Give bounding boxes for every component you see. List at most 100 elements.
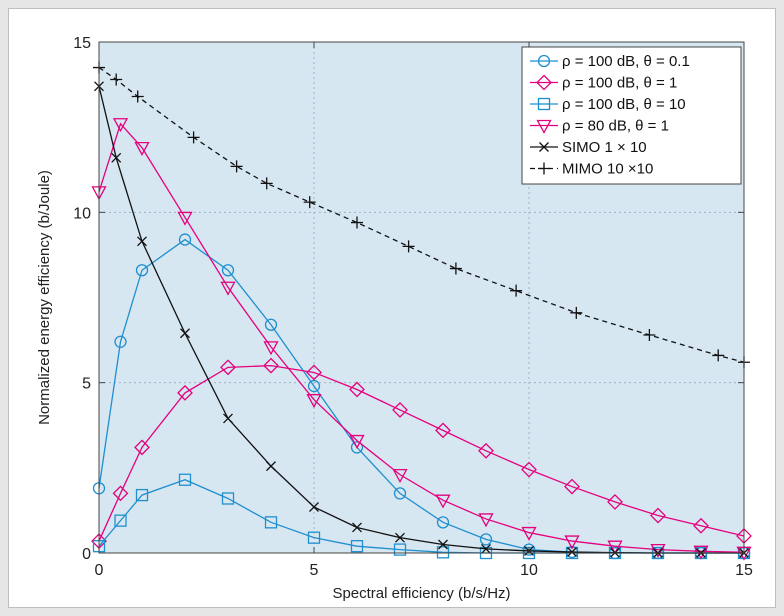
x-marker [223, 413, 233, 424]
diamond-marker [306, 364, 322, 381]
circle-marker [264, 318, 278, 331]
plus-marker [712, 349, 725, 362]
x-marker [266, 461, 276, 472]
plus-marker [230, 160, 243, 173]
x-axis-ticks: 0 5 10 15 [95, 42, 753, 579]
diamond-marker [521, 461, 537, 478]
x-axis-label: Spectral efficiency (b/s/Hz) [332, 585, 510, 602]
triangle-marker [435, 494, 451, 509]
plus-marker [260, 177, 273, 190]
figure-panel: 0 5 10 15 0 5 10 15 Spectral efficiency (b/s/H… [8, 8, 776, 608]
series-line [98, 122, 745, 553]
x-tick-label: 15 [735, 562, 753, 579]
square-marker [178, 473, 192, 486]
triangle-marker [478, 513, 494, 528]
triangle-marker [693, 545, 709, 560]
triangle-marker [263, 341, 279, 356]
diamond-marker [435, 422, 451, 439]
plus-marker [303, 196, 316, 209]
x-marker [309, 502, 319, 512]
x-marker [567, 547, 577, 557]
square-marker [135, 488, 149, 502]
triangle-marker [177, 211, 193, 226]
diamond-marker [177, 384, 193, 401]
y-tick-label: 0 [82, 546, 91, 563]
x-marker [137, 236, 147, 247]
square-marker [393, 543, 407, 556]
triangle-marker [349, 434, 365, 449]
square-marker [436, 546, 450, 559]
y-tick-label: 5 [82, 376, 91, 393]
diamond-marker [392, 402, 408, 418]
square-marker [537, 97, 551, 111]
circle-marker [135, 264, 149, 277]
circle-marker [221, 264, 235, 277]
diamond-marker [112, 485, 129, 502]
triangle-marker [112, 118, 129, 133]
triangle-marker [607, 540, 623, 555]
plus-marker [187, 131, 200, 144]
triangle-marker [220, 281, 236, 296]
diamond-marker [607, 493, 623, 510]
legend-label: ρ = 80 dB, θ = 1 [562, 118, 669, 135]
energy-efficiency-chart: 0 5 10 15 0 5 10 15 Spectral efficiency (b/s/H… [36, 35, 753, 602]
diamond-marker [650, 507, 666, 524]
legend-label: MIMO 10 ×10 [562, 161, 653, 178]
circle-marker [307, 379, 321, 393]
legend-label: ρ = 100 dB, θ = 1 [562, 75, 677, 92]
diamond-marker [349, 381, 365, 398]
diamond-marker [263, 357, 279, 374]
x-marker [539, 142, 549, 152]
square-marker [350, 540, 364, 553]
plot-frame [98, 41, 745, 554]
legend-label: ρ = 100 dB, θ = 10 [562, 96, 686, 113]
diamond-marker [693, 517, 709, 534]
series-5 [93, 61, 750, 369]
x-marker [111, 152, 122, 163]
x-tick-label: 0 [95, 562, 104, 579]
diamond-marker [536, 74, 552, 91]
triangle-marker [392, 468, 408, 484]
y-tick-label: 15 [73, 35, 91, 52]
triangle-marker [521, 526, 537, 541]
circle-marker [537, 54, 551, 68]
plus-marker [538, 162, 550, 175]
triangle-marker [536, 119, 552, 134]
diamond-marker [220, 359, 236, 376]
diamond-marker [478, 442, 494, 459]
x-marker [481, 543, 491, 554]
triangle-marker [134, 141, 150, 156]
square-marker [114, 514, 127, 527]
triangle-marker [564, 535, 580, 550]
circle-marker [114, 335, 127, 348]
plus-marker [570, 306, 583, 319]
y-axis-label: Normalized energy efficiency (b/Joule) [36, 170, 53, 425]
plus-marker [449, 262, 462, 275]
square-marker [264, 516, 278, 529]
plus-marker [110, 73, 123, 86]
y-axis-ticks: 0 5 10 15 [73, 35, 744, 563]
circle-marker [178, 233, 192, 246]
plus-marker [510, 284, 523, 297]
circle-marker [393, 487, 407, 500]
x-tick-label: 5 [310, 562, 319, 579]
plus-marker [402, 240, 415, 253]
legend-label: SIMO 1 × 10 [562, 139, 647, 156]
x-marker [438, 539, 448, 550]
series-line [98, 364, 745, 542]
plus-marker [351, 216, 363, 229]
triangle-marker [306, 394, 322, 409]
circle-marker [479, 533, 493, 546]
x-marker [180, 328, 190, 339]
x-tick-label: 10 [520, 562, 538, 579]
x-marker [352, 522, 362, 533]
square-marker [307, 531, 321, 544]
plus-marker [131, 90, 144, 103]
plus-marker [643, 328, 656, 341]
square-marker [221, 492, 235, 505]
y-tick-label: 10 [73, 205, 91, 222]
circle-marker [436, 516, 450, 529]
legend: ρ = 100 dB, θ = 0.1 ρ = 100 dB, θ = 1 ρ = … [521, 46, 742, 185]
legend-box [521, 46, 742, 185]
circle-marker [350, 441, 364, 454]
